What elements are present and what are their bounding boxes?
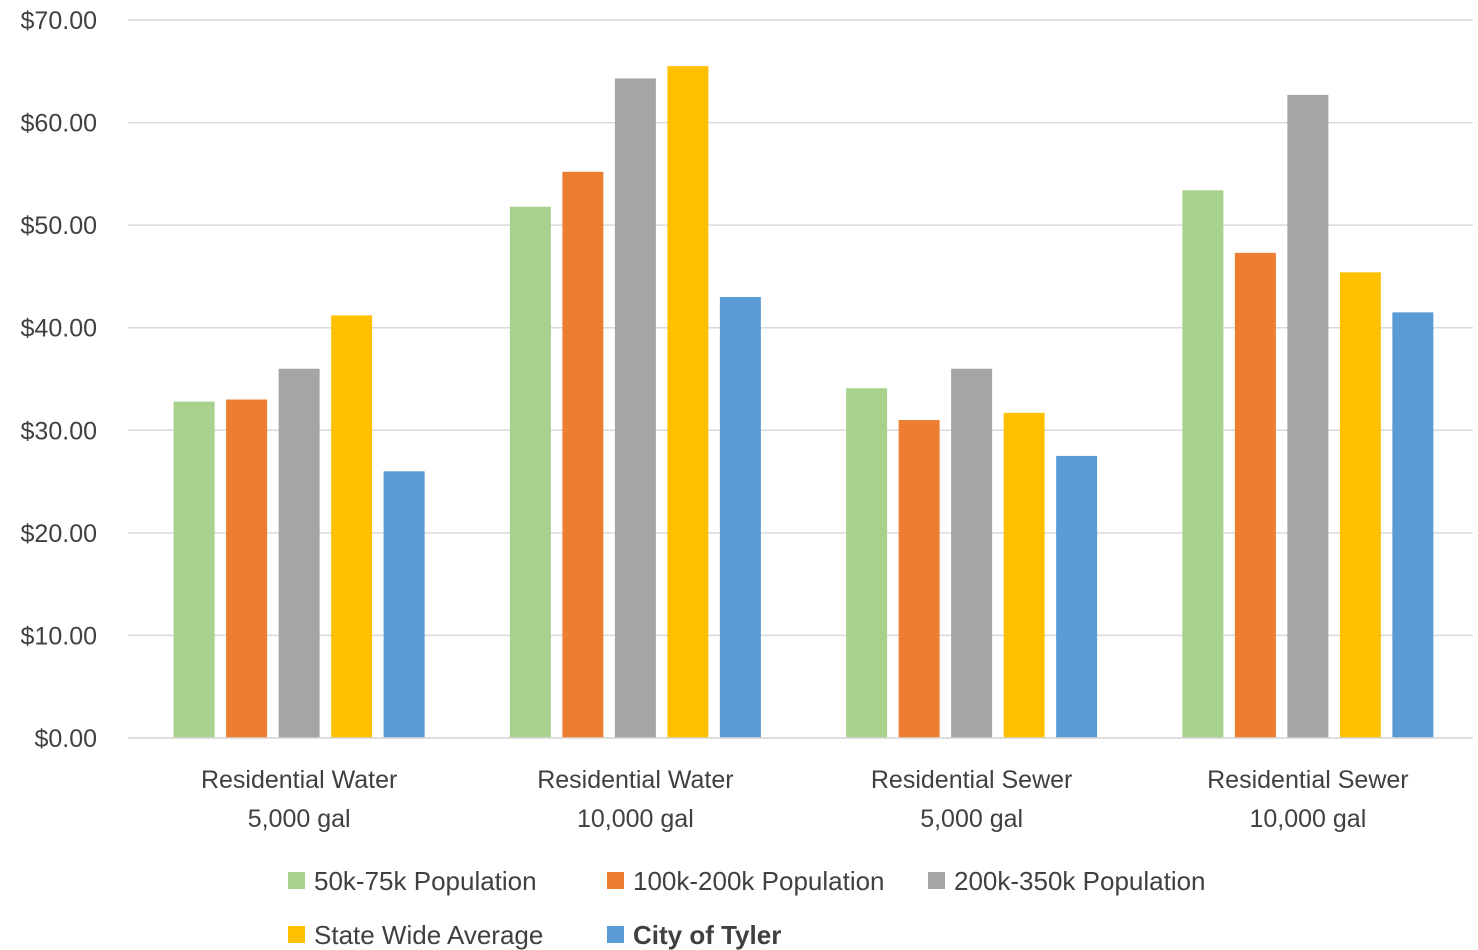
- legend-swatch: [607, 926, 624, 943]
- bar-city-of-tyler-3: [1392, 312, 1434, 738]
- legend-swatch: [288, 926, 305, 943]
- legend-swatch: [607, 872, 624, 889]
- bar-state-wide-average-3: [1339, 272, 1381, 738]
- legend-label: City of Tyler: [633, 920, 781, 950]
- bar-200k-350k-population-1: [614, 78, 656, 739]
- bar-200k-350k-population-2: [951, 368, 993, 738]
- x-tick-label: Residential Water: [537, 766, 733, 794]
- y-tick-label: $20.00: [21, 520, 97, 548]
- legend-label: State Wide Average: [314, 920, 543, 950]
- y-tick-label: $10.00: [21, 622, 97, 650]
- bar-city-of-tyler-0: [383, 471, 425, 738]
- bar-50k-75k-population-2: [846, 388, 888, 738]
- x-tick-label: 10,000 gal: [1249, 805, 1366, 833]
- bar-state-wide-average-0: [331, 315, 373, 738]
- x-tick-label: Residential Water: [201, 766, 397, 794]
- bar-200k-350k-population-3: [1287, 94, 1329, 739]
- bar-state-wide-average-2: [1003, 412, 1045, 738]
- bar-city-of-tyler-2: [1056, 455, 1098, 738]
- bar-50k-75k-population-0: [173, 401, 215, 738]
- y-tick-label: $0.00: [34, 725, 97, 753]
- bar-state-wide-average-1: [667, 66, 709, 738]
- y-axis: $0.00 $10.00 $20.00 $30.00 $40.00 $50.00 $60.0…: [21, 7, 97, 753]
- legend-swatch: [288, 872, 305, 889]
- bar-100k-200k-population-3: [1234, 252, 1276, 738]
- bar-50k-75k-population-3: [1182, 190, 1224, 739]
- bars: [173, 66, 1434, 739]
- bar-50k-75k-population-1: [509, 206, 551, 738]
- legend: 50k-75k Population 100k-200k Population 20…: [288, 866, 1206, 950]
- bar-100k-200k-population-0: [226, 399, 268, 738]
- legend-label: 50k-75k Population: [314, 866, 537, 896]
- y-tick-label: $60.00: [21, 110, 97, 138]
- x-tick-label: 10,000 gal: [577, 805, 694, 833]
- x-tick-label: Residential Sewer: [871, 766, 1073, 794]
- y-tick-label: $50.00: [21, 212, 97, 240]
- y-tick-label: $70.00: [21, 7, 97, 35]
- y-tick-label: $40.00: [21, 315, 97, 343]
- bar-100k-200k-population-1: [562, 171, 604, 738]
- legend-swatch: [928, 872, 945, 889]
- x-tick-label: 5,000 gal: [920, 805, 1023, 833]
- y-tick-label: $30.00: [21, 417, 97, 445]
- x-tick-label: Residential Sewer: [1207, 766, 1409, 794]
- legend-label: 100k-200k Population: [633, 866, 885, 896]
- x-axis: Residential Water 5,000 gal Residential Wa…: [128, 737, 1473, 833]
- bar-100k-200k-population-2: [898, 420, 940, 738]
- legend-label: 200k-350k Population: [954, 866, 1206, 896]
- bar-200k-350k-population-0: [278, 368, 320, 738]
- x-tick-label: 5,000 gal: [248, 805, 351, 833]
- bar-city-of-tyler-1: [719, 296, 761, 738]
